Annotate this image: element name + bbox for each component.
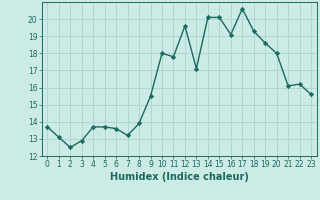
X-axis label: Humidex (Indice chaleur): Humidex (Indice chaleur) [110,172,249,182]
